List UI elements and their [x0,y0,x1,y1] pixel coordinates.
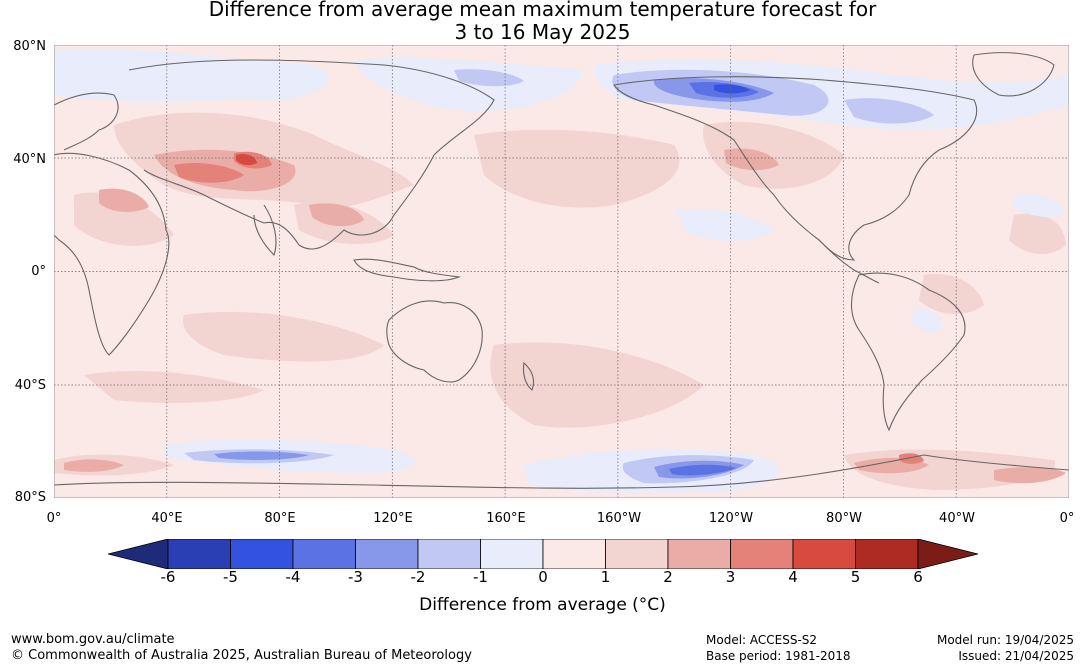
legend-colorbar [108,539,978,569]
legend-tick-label: 1 [600,568,611,586]
lon-label-120w: 120°W [708,511,754,526]
anomaly-2-3 [994,467,1066,484]
lat-label-40s: 40°S [14,378,46,393]
footer-model-run: Model run: 19/04/2025 [936,633,1074,647]
anomaly-2-3 [309,203,364,227]
lat-label-40n: 40°N [13,152,46,167]
lon-label-160w: 160°W [596,511,642,526]
legend-extend-low [108,539,169,569]
legend-extend-high [917,539,978,569]
footer-model: Model: ACCESS-S2 [706,633,818,647]
anomaly-2-3 [99,188,149,212]
anomaly-minus2-minus1 [454,69,524,87]
anomaly-minus2-minus1 [844,98,934,124]
lon-label-0-left: 0° [46,511,62,526]
lon-label-40e: 40°E [151,511,183,526]
anomaly-2-3 [64,459,124,472]
footer-issued: Issued: 21/04/2025 [958,649,1074,663]
legend-swatch [355,539,419,569]
legend-tick-label: 0 [538,568,548,586]
legend-tick-label: 2 [663,568,673,586]
coastline-south-america [850,272,966,432]
coastline-europe [54,92,119,151]
legend-swatch [480,539,544,569]
legend-swatch [605,539,669,569]
legend-tick-label: 6 [913,568,923,586]
anomaly-1-2 [919,274,984,315]
lon-label-160e: 160°E [486,511,526,526]
anomaly-4-5 [236,153,257,166]
legend-tick-label: -5 [223,568,238,586]
temperature-anomaly-map [54,45,1069,498]
legend-swatch [230,539,294,569]
anomaly-1-2 [474,129,680,208]
anomaly-1-2 [703,121,844,189]
legend-swatch [292,539,356,569]
coastline-central-america [818,239,880,284]
lon-label-80e: 80°E [264,511,296,526]
graticule [54,45,1069,498]
lat-label-0: 0° [31,264,46,279]
anomaly-minus1-0 [54,48,329,102]
anomaly-minus5-minus4 [714,84,750,94]
legend-swatch [667,539,731,569]
coastline-new-zealand [522,361,535,391]
footer-base-period: Base period: 1981-2018 [706,649,851,663]
coastline-antarctica [54,454,1069,489]
coastline-greenland [972,52,1055,97]
anomaly-minus1-0 [912,309,943,332]
anomaly-1-2 [183,311,384,362]
anomaly-minus3-minus2 [214,451,309,460]
legend-tick-label: -4 [285,568,301,586]
legend-color-segments [108,539,978,569]
legend-tick-label: -2 [410,568,426,586]
map-title-line-2: 3 to 16 May 2025 [454,20,631,44]
legend-swatch [167,539,231,569]
footer-website: www.bom.gov.au/climate [11,632,175,647]
map-title-line-1: Difference from average mean maximum tem… [208,0,877,21]
legend-swatch [542,539,606,569]
coastline-asia [128,59,495,250]
legend-tick-label: -1 [473,568,488,586]
anomaly-minus1-0 [354,57,584,111]
anomaly-minus4-minus3 [669,464,736,476]
coastline-north-america [613,76,978,261]
legend-tick-label: 4 [788,568,798,586]
legend-title: Difference from average (°C) [419,595,666,615]
legend-swatch [855,539,919,569]
lat-label-80n: 80°N [13,39,46,54]
lon-label-0-right: 0° [1059,511,1075,526]
warm-anomaly-areas [54,112,1066,490]
coastlines [54,52,1069,489]
anomaly-1-2 [84,370,264,403]
anomaly-3-4 [174,163,244,183]
anomaly-minus1-0 [674,208,774,241]
lon-label-80w: 80°W [826,511,862,526]
coastline-africa [54,152,170,356]
legend-swatch [792,539,856,569]
legend-swatch [417,539,481,569]
lon-label-40w: 40°W [939,511,975,526]
lon-label-120e: 120°E [373,511,413,526]
coastline-indonesia [353,258,462,282]
anomaly-2-3 [724,148,779,171]
lat-label-80s: 80°S [14,490,46,505]
coastline-australia [386,300,483,383]
legend-swatch [730,539,794,569]
legend-tick-label: 5 [850,568,861,586]
anomaly-minus1-0 [1014,193,1066,217]
anomaly-1-2 [74,192,174,246]
legend-tick-label: -3 [348,568,363,586]
coastline-india [253,204,277,257]
footer-copyright: © Commonwealth of Australia 2025, Austra… [11,648,472,663]
anomaly-1-2 [1009,213,1066,255]
legend-tick-label: 3 [725,568,736,586]
legend-tick-label: -6 [160,568,176,586]
